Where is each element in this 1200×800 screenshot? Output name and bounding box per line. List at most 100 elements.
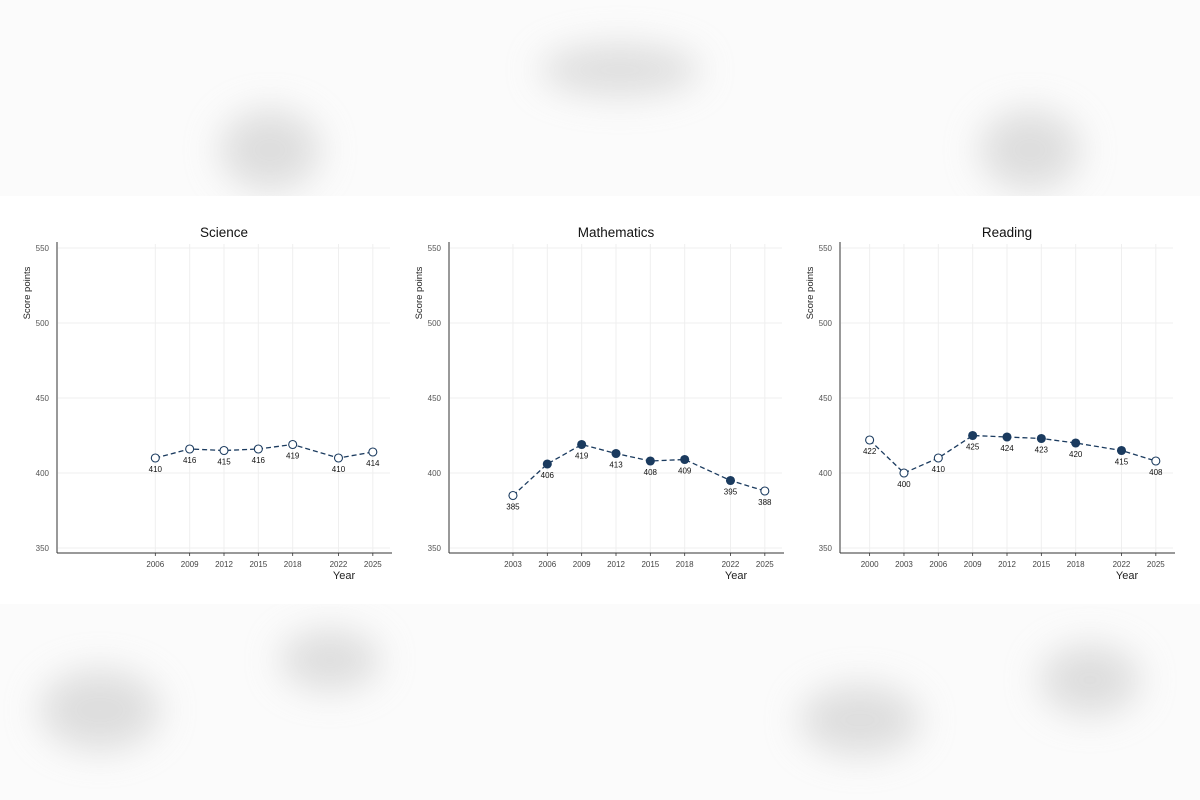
y-tick-label: 450 — [428, 394, 442, 403]
reading-series-line — [869, 434, 1156, 474]
data-label: 413 — [609, 461, 623, 470]
data-point — [368, 447, 378, 457]
x-tick-label: 2003 — [504, 560, 522, 569]
x-axis-label: Year — [1116, 570, 1139, 582]
y-tick-label: 500 — [428, 319, 442, 328]
y-tick-label: 350 — [36, 544, 50, 553]
x-tick-label: 2000 — [861, 560, 879, 569]
data-label: 385 — [506, 503, 520, 512]
data-point — [150, 453, 160, 463]
y-tick-label: 500 — [819, 319, 833, 328]
y-tick-label: 400 — [428, 469, 442, 478]
x-tick-label: 2025 — [1147, 560, 1165, 569]
data-label: 388 — [758, 498, 772, 507]
data-point — [1002, 432, 1012, 442]
science-chart-panel: Science 350 400 450 500 550 2006 2009 2012 2015 20… — [12, 196, 404, 604]
data-point — [333, 453, 344, 463]
data-point — [933, 453, 943, 463]
data-point — [611, 448, 621, 459]
y-tick-label: 350 — [428, 544, 442, 553]
x-tick-label: 2015 — [1032, 560, 1050, 569]
data-label: 425 — [966, 443, 980, 452]
x-tick-label: 2018 — [676, 560, 694, 569]
x-tick-label: 2012 — [215, 560, 233, 569]
data-label: 395 — [724, 488, 738, 497]
y-tick-label: 450 — [36, 394, 50, 403]
x-tick-label: 2006 — [146, 560, 164, 569]
data-point — [1151, 456, 1161, 466]
x-tick-label: 2015 — [249, 560, 267, 569]
y-tick-label: 500 — [36, 319, 50, 328]
y-axis-label: Score points — [805, 266, 816, 319]
data-label: 420 — [1069, 450, 1083, 459]
mathematics-chart-title: Mathematics — [578, 225, 655, 240]
x-tick-label: 2003 — [895, 560, 913, 569]
reading-chart-panel: Reading 350 400 450 500 550 2000 2003 2006 2009 20… — [795, 196, 1187, 604]
data-point — [725, 475, 736, 486]
y-tick-label: 550 — [428, 244, 442, 253]
data-point — [508, 490, 518, 501]
data-label: 419 — [286, 452, 300, 461]
data-label: 409 — [678, 467, 692, 476]
data-label: 424 — [1000, 444, 1014, 453]
x-tick-label: 2025 — [756, 560, 774, 569]
x-tick-label: 2006 — [929, 560, 947, 569]
data-point — [899, 468, 909, 478]
data-label: 415 — [1115, 458, 1129, 467]
data-label: 415 — [217, 458, 231, 467]
x-tick-label: 2012 — [998, 560, 1016, 569]
data-label: 414 — [366, 459, 380, 468]
y-axis-label: Score points — [22, 266, 33, 319]
data-point — [760, 486, 770, 496]
y-tick-label: 550 — [36, 244, 50, 253]
data-label: 410 — [932, 465, 946, 474]
data-label: 419 — [575, 452, 589, 461]
data-point — [288, 439, 298, 450]
x-tick-label: 2018 — [284, 560, 302, 569]
data-label: 423 — [1035, 446, 1049, 455]
data-point — [1071, 438, 1081, 448]
data-label: 416 — [252, 456, 266, 465]
data-point — [542, 459, 552, 469]
data-point — [219, 445, 229, 456]
x-tick-label: 2022 — [330, 560, 348, 569]
data-point — [185, 444, 195, 454]
x-tick-label: 2009 — [573, 560, 591, 569]
y-tick-label: 400 — [36, 469, 50, 478]
data-label: 406 — [541, 471, 555, 480]
data-point — [645, 456, 655, 466]
x-axis-label: Year — [725, 570, 748, 582]
x-tick-label: 2012 — [607, 560, 625, 569]
figure-band — [0, 196, 1200, 604]
y-tick-label: 350 — [819, 544, 833, 553]
data-label: 408 — [1149, 468, 1163, 477]
x-tick-label: 2022 — [722, 560, 740, 569]
mathematics-series-line — [512, 443, 765, 496]
x-tick-label: 2025 — [364, 560, 382, 569]
x-tick-label: 2018 — [1067, 560, 1085, 569]
data-point — [577, 439, 587, 450]
x-tick-label: 2015 — [641, 560, 659, 569]
data-point — [865, 435, 875, 445]
data-point — [253, 444, 263, 454]
data-point — [1116, 445, 1127, 456]
data-label: 422 — [863, 447, 877, 456]
y-axis-label: Score points — [414, 266, 425, 319]
data-label: 410 — [149, 465, 163, 474]
x-tick-label: 2009 — [964, 560, 982, 569]
y-tick-label: 550 — [819, 244, 833, 253]
data-label: 416 — [183, 456, 197, 465]
data-label: 410 — [332, 465, 346, 474]
data-point — [968, 430, 978, 441]
data-label: 408 — [644, 468, 658, 477]
data-point — [1036, 433, 1046, 444]
reading-chart-title: Reading — [982, 225, 1032, 240]
x-tick-label: 2022 — [1113, 560, 1131, 569]
data-point — [680, 454, 690, 465]
mathematics-chart-panel: Mathematics 350 400 450 500 550 2003 2006 2009 20… — [404, 196, 796, 604]
y-tick-label: 450 — [819, 394, 833, 403]
y-tick-label: 400 — [819, 469, 833, 478]
data-label: 400 — [897, 480, 911, 489]
science-chart-title: Science — [200, 225, 248, 240]
